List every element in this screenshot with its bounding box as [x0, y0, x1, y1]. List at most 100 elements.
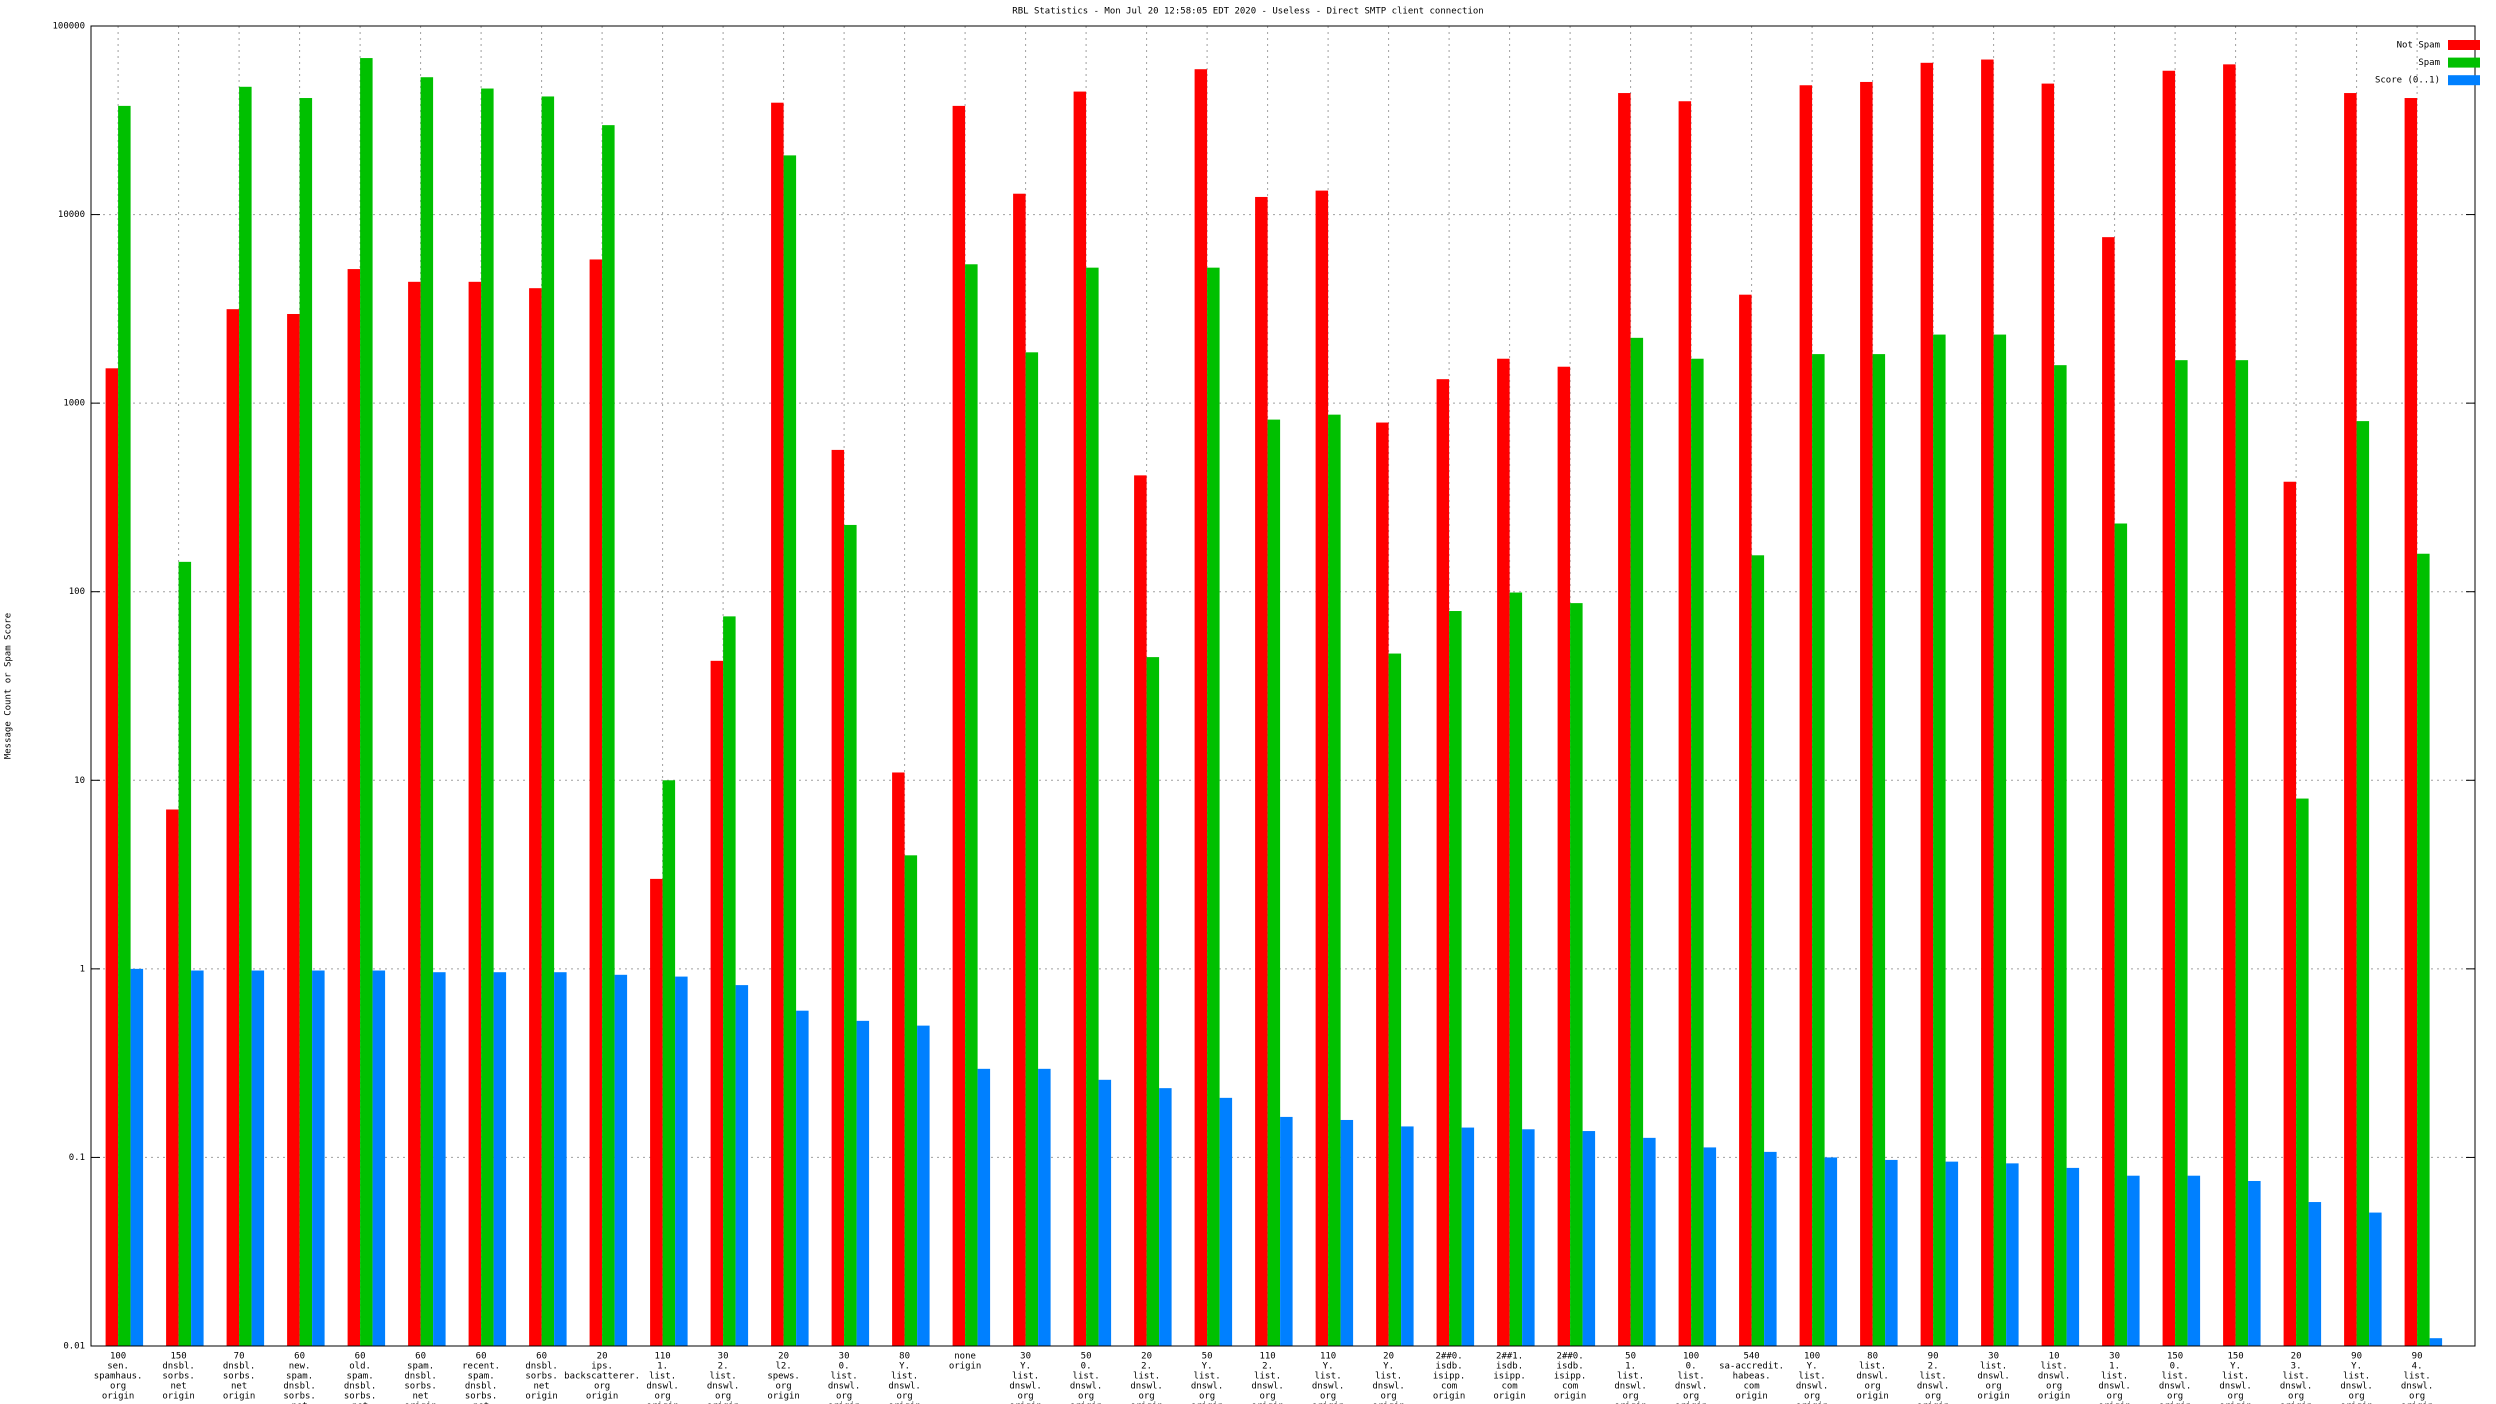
- x-tick-label: org: [1199, 1392, 1215, 1402]
- bar: [1872, 354, 1886, 1346]
- x-tick-label: list.: [1315, 1372, 1342, 1382]
- legend-swatch: [2448, 57, 2480, 68]
- x-tick-label: dnswl.: [646, 1382, 679, 1392]
- bar: [1449, 611, 1462, 1346]
- bar: [1630, 337, 1644, 1347]
- x-tick-label: Y.: [1807, 1362, 1818, 1372]
- x-tick-label: list.: [1254, 1372, 1281, 1382]
- x-tick-label: list.: [1194, 1372, 1221, 1382]
- bar: [541, 96, 555, 1346]
- x-tick-label: dnswl.: [2159, 1382, 2192, 1392]
- x-tick-label: org: [775, 1382, 791, 1392]
- bar: [2296, 798, 2309, 1346]
- y-tick-label: 1: [80, 964, 85, 974]
- bar: [2102, 237, 2115, 1346]
- bar: [1038, 1068, 1051, 1346]
- x-tick-label: dnswl.: [1977, 1372, 2010, 1382]
- x-tick-label: 50: [1625, 1352, 1636, 1362]
- x-tick-label: net: [473, 1402, 489, 1404]
- x-tick-label: origin: [2280, 1402, 2313, 1404]
- bar: [1267, 419, 1281, 1346]
- x-tick-label: org: [1985, 1382, 2001, 1392]
- x-tick-label: origin: [525, 1392, 558, 1402]
- x-tick-label: list.: [2283, 1372, 2310, 1382]
- x-tick-label: org: [2227, 1392, 2243, 1402]
- x-tick-label: dnsbl.: [223, 1362, 256, 1372]
- bar: [2127, 1175, 2140, 1346]
- x-tick-label: 60: [536, 1352, 547, 1362]
- bar: [1207, 267, 1220, 1347]
- x-tick-label: org: [836, 1392, 852, 1402]
- bar: [1920, 62, 1934, 1346]
- bar: [831, 449, 845, 1347]
- x-tick-label: dnswl.: [1191, 1382, 1224, 1392]
- x-tick-label: org: [2409, 1392, 2425, 1402]
- bar: [710, 660, 724, 1346]
- bar: [1025, 352, 1039, 1346]
- x-tick-label: Y.: [2230, 1362, 2241, 1372]
- x-tick-label: org: [2046, 1382, 2062, 1392]
- bar: [952, 105, 966, 1347]
- x-tick-label: list.: [2162, 1372, 2189, 1382]
- bar: [1388, 653, 1402, 1346]
- x-tick-label: 0.: [1081, 1362, 1092, 1372]
- x-tick-label: list.: [649, 1372, 676, 1382]
- x-tick-label: sorbs.: [283, 1392, 316, 1402]
- bar: [239, 86, 252, 1347]
- bar: [771, 102, 784, 1347]
- x-tick-label: isipp.: [1433, 1372, 1466, 1382]
- x-tick-label: list.: [1073, 1372, 1100, 1382]
- x-tick-label: dnswl.: [2280, 1382, 2313, 1392]
- bar: [433, 972, 446, 1346]
- x-tick-label: org: [896, 1392, 912, 1402]
- x-tick-label: origin: [949, 1362, 982, 1372]
- y-tick-label: 100: [69, 587, 85, 597]
- x-tick-label: 30: [839, 1352, 850, 1362]
- bar: [2404, 98, 2418, 1346]
- x-tick-label: list.: [1133, 1372, 1160, 1382]
- bar: [2187, 1175, 2201, 1346]
- x-tick-label: isdb.: [1557, 1362, 1584, 1372]
- bar: [2344, 93, 2357, 1347]
- legend-label: Spam: [2418, 58, 2440, 68]
- bar: [1401, 1126, 1414, 1346]
- bar: [1764, 1151, 1777, 1346]
- bar: [2369, 1212, 2382, 1346]
- x-tick-label: spam.: [286, 1372, 313, 1382]
- x-tick-label: dnswl.: [2098, 1382, 2131, 1392]
- x-tick-label: 80: [899, 1352, 910, 1362]
- x-tick-label: org: [2288, 1392, 2304, 1402]
- x-tick-label: 100: [1804, 1352, 1820, 1362]
- y-tick-label: 10: [74, 776, 85, 786]
- x-tick-label: origin: [1312, 1402, 1345, 1404]
- bar: [1678, 101, 1692, 1346]
- x-tick-label: 60: [476, 1352, 487, 1362]
- bar: [2066, 1167, 2080, 1346]
- bar: [347, 269, 361, 1346]
- x-tick-label: 540: [1743, 1352, 1759, 1362]
- bar: [796, 1010, 809, 1346]
- x-tick-label: Y.: [899, 1362, 910, 1372]
- bar: [1812, 354, 1825, 1346]
- bar: [1522, 1129, 1535, 1346]
- x-tick-label: list.: [1678, 1372, 1705, 1382]
- x-tick-label: spam.: [347, 1372, 374, 1382]
- x-tick-label: dnswl.: [1070, 1382, 1103, 1392]
- x-tick-label: 2.: [1928, 1362, 1939, 1372]
- x-tick-label: origin: [888, 1402, 921, 1404]
- x-tick-label: 70: [234, 1352, 245, 1362]
- x-tick-label: list.: [2041, 1362, 2068, 1372]
- x-tick-label: dnswl.: [1251, 1382, 1284, 1392]
- x-tick-label: 1.: [2109, 1362, 2120, 1372]
- bar: [2054, 365, 2067, 1346]
- x-tick-label: 20: [1141, 1352, 1152, 1362]
- bar: [1860, 81, 1873, 1346]
- x-tick-label: list.: [1859, 1362, 1886, 1372]
- bar: [783, 155, 797, 1347]
- bar: [2429, 1338, 2443, 1346]
- bar: [1582, 1131, 1596, 1346]
- bar: [251, 970, 265, 1346]
- x-tick-label: Y.: [2351, 1362, 2362, 1372]
- x-tick-label: org: [654, 1392, 670, 1402]
- x-tick-label: sorbs.: [465, 1392, 498, 1402]
